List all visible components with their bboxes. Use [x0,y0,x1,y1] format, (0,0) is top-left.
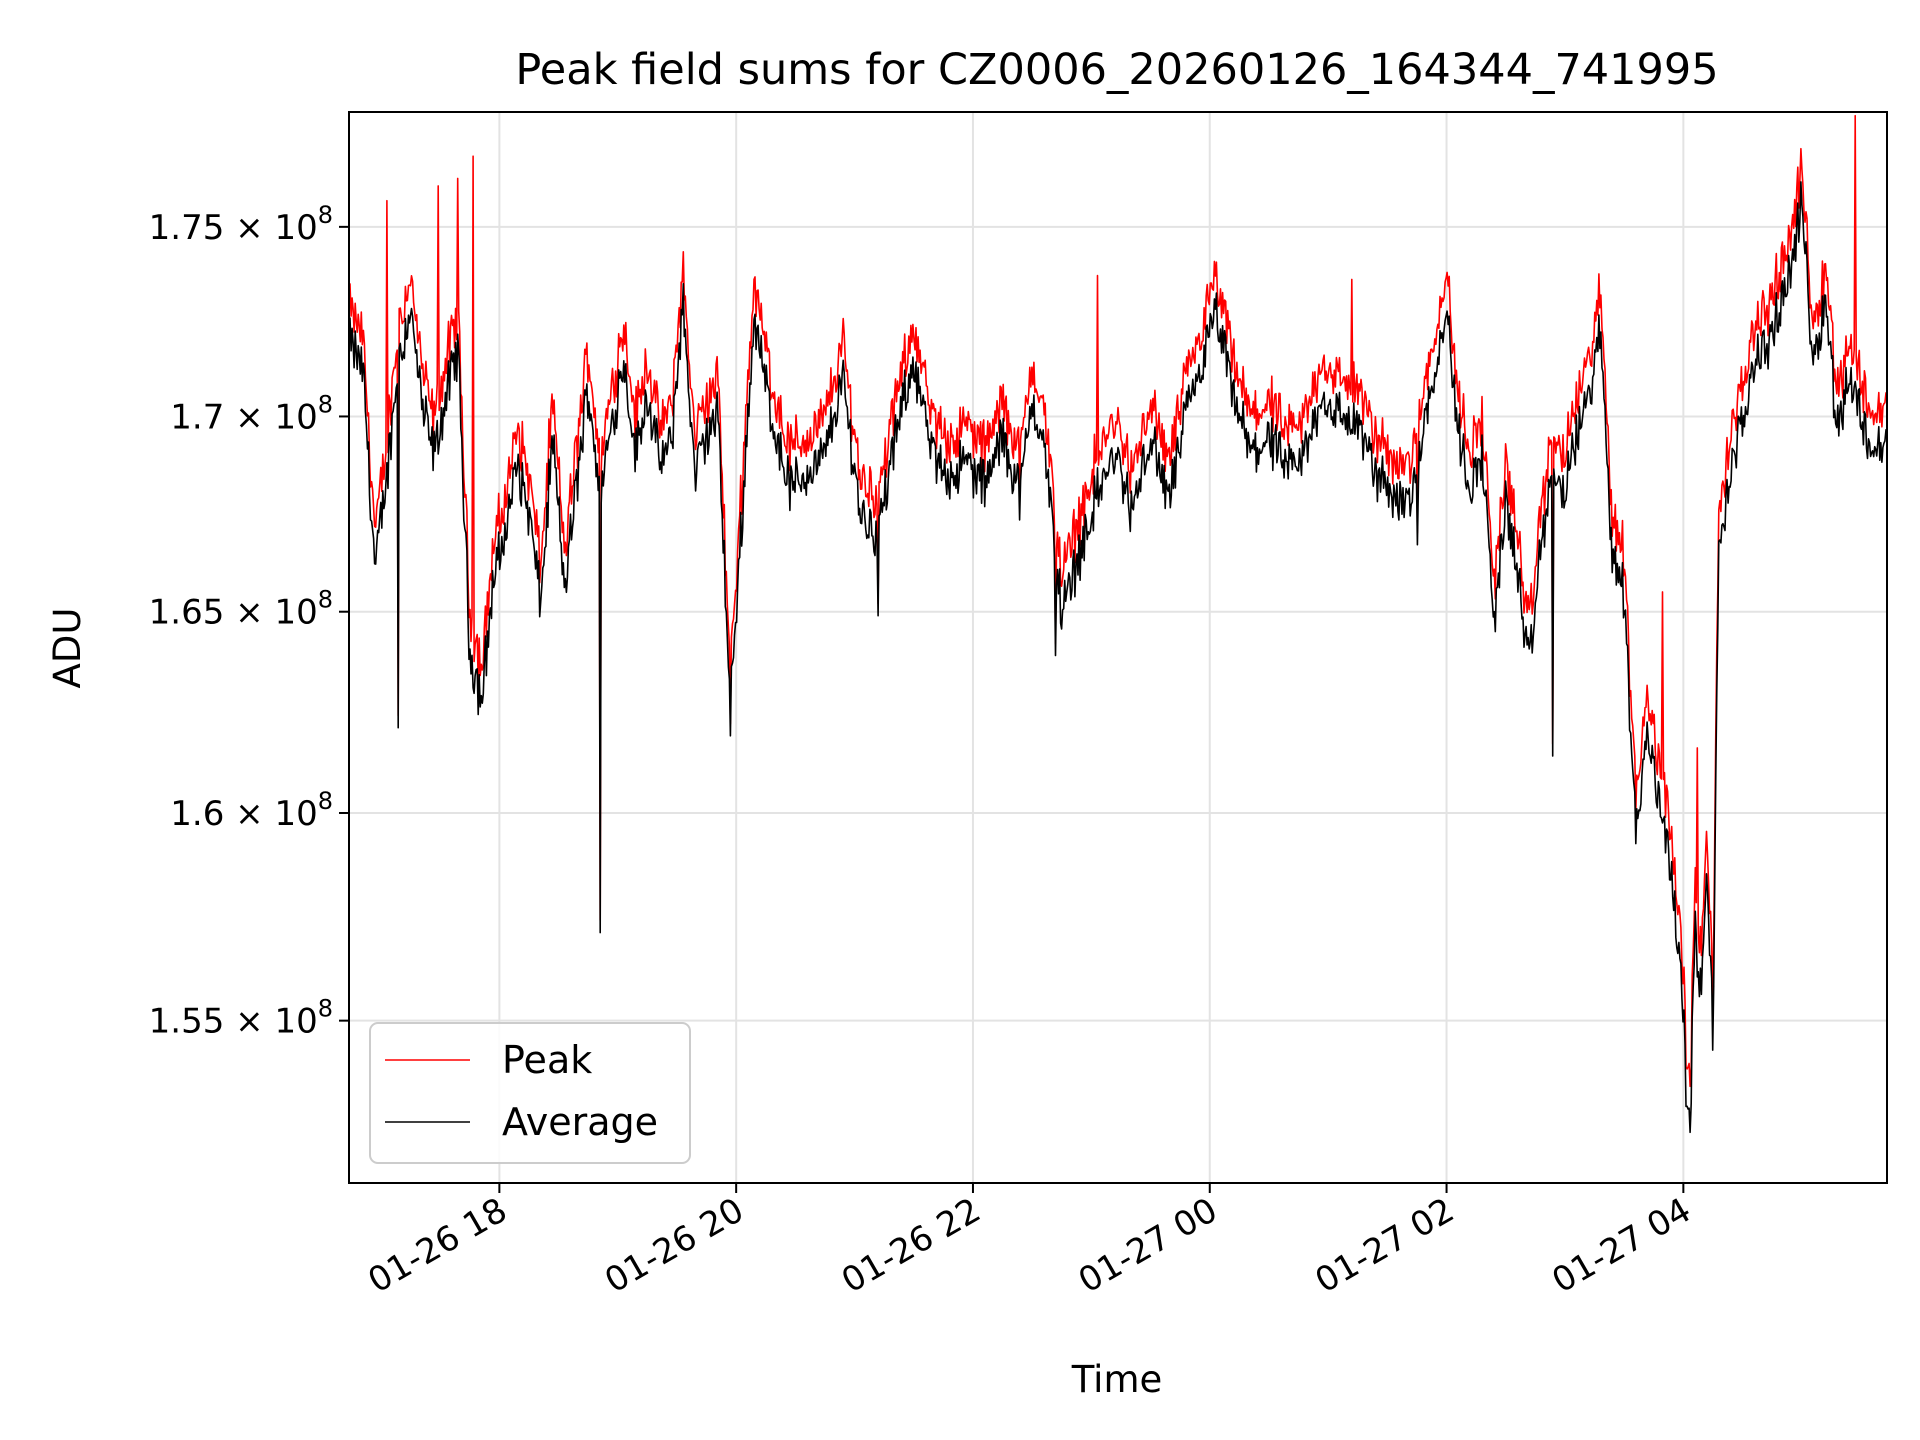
plot-frame [348,111,1888,1184]
legend: Peak Average [369,1022,691,1164]
legend-label-peak: Peak [502,1038,592,1082]
y-axis-title: ADU [46,608,89,689]
x-axis-title: Time [1071,1358,1163,1401]
x-tick-label: 01-27 00 [1072,1190,1224,1301]
y-tick-label: 1.6 × 108 [170,787,333,834]
y-tick-label: 1.65 × 108 [149,586,333,633]
y-axis-ticks: 1.55 × 108 1.6 × 108 1.65 × 108 1.7 × 108 1.… [149,201,349,1042]
legend-box [369,1022,691,1164]
chart-title: Peak field sums for CZ0006_20260126_1643… [515,45,1718,95]
x-tick-label: 01-26 18 [361,1190,513,1301]
x-tick-label: 01-26 20 [598,1190,750,1301]
series-line-average [349,181,1887,1134]
grid-lines [349,112,1887,1183]
x-tick-label: 01-27 02 [1309,1190,1461,1301]
y-tick-label: 1.55 × 108 [149,995,333,1042]
series-line-peak [349,114,1887,1088]
legend-label-average: Average [502,1100,658,1144]
x-tick-label: 01-27 04 [1545,1190,1697,1301]
x-tick-label: 01-26 22 [835,1190,987,1301]
x-axis-ticks: 01-26 18 01-26 20 01-26 22 01-27 00 01-27 02… [361,1183,1698,1301]
y-tick-label: 1.7 × 108 [170,390,333,437]
y-tick-label: 1.75 × 108 [149,201,333,248]
